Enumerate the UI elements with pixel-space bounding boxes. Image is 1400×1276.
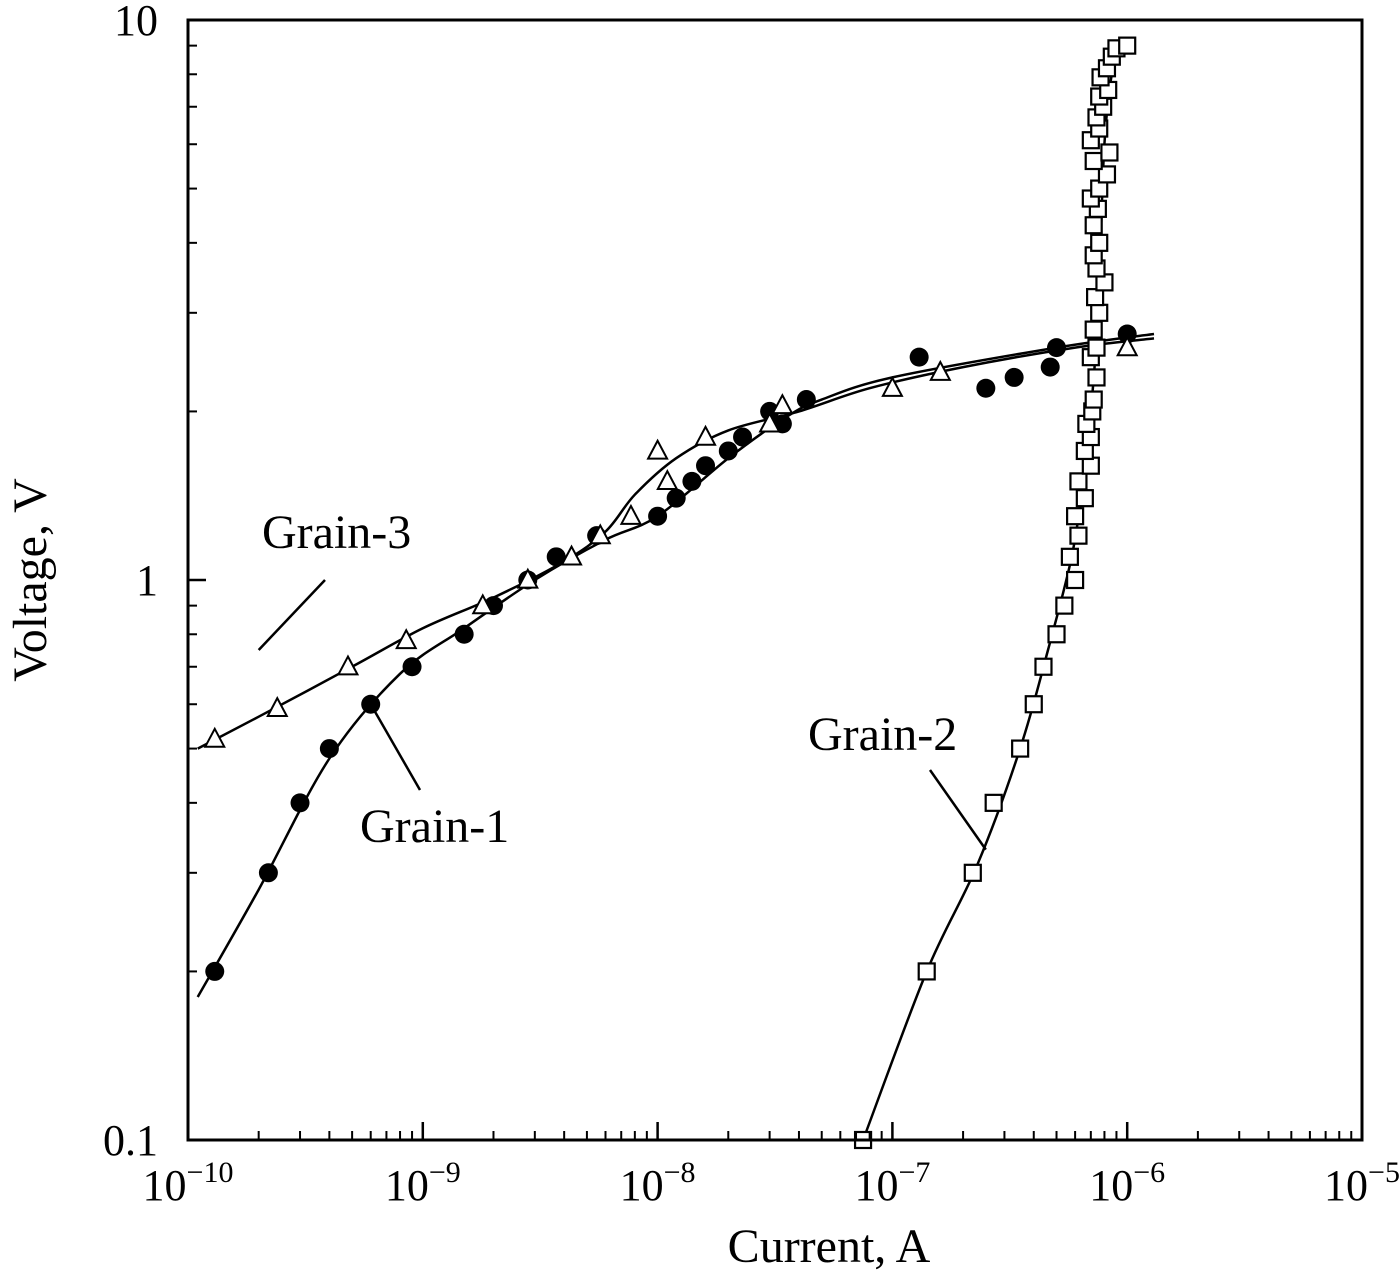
grain-3-point — [203, 726, 226, 748]
grain-3-point — [758, 411, 781, 433]
grain-2-point — [963, 863, 982, 882]
x-tick-label: 10−10 — [143, 1156, 234, 1210]
grain-3-point — [560, 544, 583, 566]
plot-frame — [186, 18, 1364, 1142]
grain-2-label: Grain-2 — [808, 708, 957, 761]
grain-1-leader-line — [369, 703, 422, 791]
x-axis-title: Current, A — [728, 1220, 931, 1273]
grain-2-point — [1086, 288, 1105, 307]
grain-2-point — [1087, 368, 1106, 387]
grain-1-point — [796, 390, 816, 410]
grain-1-fit-line — [196, 332, 1155, 998]
grain-2-point — [1084, 320, 1103, 339]
grain-1-point — [718, 441, 738, 461]
grain-1-point — [648, 506, 668, 526]
grain-3-point — [471, 593, 494, 615]
y-tick-label: 1 — [136, 556, 158, 605]
grain-1-point — [909, 347, 929, 367]
x-tick-label: 10−8 — [620, 1156, 696, 1210]
grain-2-point — [1087, 338, 1106, 357]
grain-2-point — [1084, 151, 1103, 171]
grain-1-point — [682, 471, 702, 491]
fit-curves — [196, 45, 1155, 1141]
grain-1-point — [290, 793, 310, 813]
grain-1-point — [258, 863, 278, 883]
grain-2-point — [1090, 303, 1109, 322]
grain-2-point — [1100, 143, 1119, 162]
x-tick-label: 10−5 — [1324, 1156, 1400, 1210]
grain-2-point — [917, 962, 936, 981]
grain-1-point — [666, 488, 686, 508]
grain-1-point — [1047, 338, 1067, 358]
grain-3-point — [656, 469, 679, 491]
grain-3-point — [771, 393, 794, 415]
grain-3-point — [1116, 335, 1139, 357]
grain-1-point — [205, 961, 225, 981]
grain-1-point — [733, 427, 753, 447]
grain-1-point — [1040, 357, 1060, 377]
grain-1-point — [1117, 324, 1137, 344]
grain-3-point — [881, 375, 904, 397]
grain-2-point — [1060, 547, 1079, 566]
grain-3-point — [336, 654, 360, 676]
grain-3-point — [395, 628, 418, 650]
grain-2-point — [1066, 570, 1085, 590]
x-tick-label: 10−6 — [1089, 1156, 1165, 1210]
grain-3-leader-line — [257, 579, 326, 651]
grain-2-fit-line — [861, 45, 1124, 1141]
grain-2-point — [1011, 739, 1030, 758]
axes: 10−10 10−9 10−8 10−7 10−6 10−5 0.1 1 10 — [103, 0, 1400, 1210]
series-labels: Grain-1 Grain-2 Grain-3 — [257, 506, 987, 853]
grain-3-point — [266, 695, 289, 717]
grain-1-point — [760, 401, 780, 421]
grain-2-point — [1118, 36, 1137, 55]
y-tick-label: 0.1 — [103, 1116, 158, 1165]
y-tick-label: 10 — [114, 0, 158, 45]
grain-2-point — [1090, 233, 1109, 252]
grain-2-point — [1084, 390, 1103, 409]
grain-2-point — [1069, 526, 1088, 545]
x-tick-label: 10−7 — [854, 1156, 930, 1210]
grain-2-point — [984, 793, 1003, 812]
grain-2-point — [1075, 489, 1094, 508]
grain-1-point — [319, 739, 339, 759]
grain-1-point — [696, 456, 716, 476]
x-tick-label: 10−9 — [385, 1156, 461, 1210]
grain-1-point — [546, 547, 566, 567]
grain-3-fit-line — [197, 337, 1155, 750]
grain-1-point — [402, 657, 422, 677]
grain-3-point — [646, 438, 669, 460]
grain-3-point — [589, 523, 612, 545]
grain-3-point — [929, 359, 952, 381]
grain-1-point — [976, 378, 996, 398]
grain-2-point — [1047, 625, 1066, 644]
grain-2-point — [1084, 216, 1103, 235]
grain-2-point — [1081, 456, 1100, 475]
grain-3-label: Grain-3 — [262, 506, 411, 559]
grain-3-point — [694, 424, 717, 446]
grain-3-point — [619, 503, 643, 525]
grain-1-point — [454, 624, 474, 644]
grain-2-leader-line — [928, 769, 987, 851]
grain-2-point — [1024, 695, 1043, 714]
grain-2-point — [1034, 657, 1053, 676]
grain-2-point — [1097, 165, 1117, 184]
grain-2-point — [1066, 507, 1085, 526]
y-axis-title: Voltage, V — [4, 478, 57, 682]
grain-3-point — [516, 567, 539, 589]
grain-1-point — [1004, 367, 1024, 387]
grain-2-point — [1055, 596, 1074, 615]
data-points — [203, 36, 1139, 1150]
grain-2-point — [1069, 472, 1088, 491]
grain-1-label: Grain-1 — [360, 800, 509, 853]
